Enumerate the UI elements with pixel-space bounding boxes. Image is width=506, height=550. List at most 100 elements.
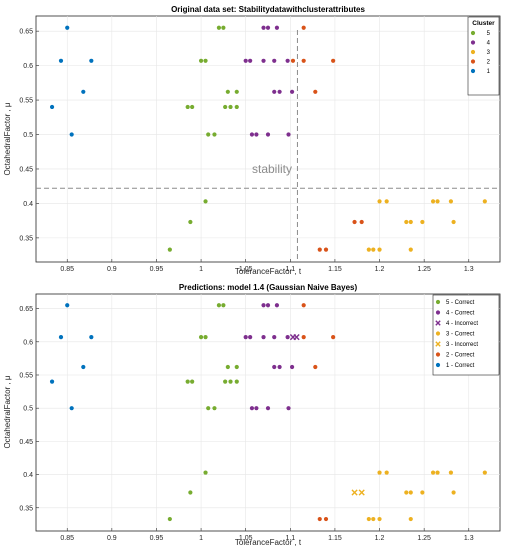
y-axis-label: OctahedralFactor , μ <box>3 375 12 448</box>
data-point <box>185 104 190 110</box>
data-point <box>234 104 239 110</box>
data-point <box>272 364 277 370</box>
data-point <box>377 199 382 204</box>
y-tick-label: 0.5 <box>23 406 33 413</box>
legend-label: 5 - Correct <box>446 300 475 306</box>
data-point <box>203 470 208 475</box>
x-tick-label: 0.85 <box>60 266 74 273</box>
data-point <box>420 490 425 495</box>
data-point <box>272 89 277 94</box>
x-tick-label: 0.9 <box>107 266 117 273</box>
data-point <box>313 364 318 370</box>
data-point <box>289 364 295 370</box>
data-point <box>228 104 233 110</box>
data-point <box>185 379 190 384</box>
data-point <box>286 406 291 411</box>
y-tick-label: 0.45 <box>19 166 33 173</box>
data-point <box>366 247 371 252</box>
data-point <box>408 516 413 522</box>
y-tick-label: 0.45 <box>19 439 33 446</box>
data-point <box>81 89 86 94</box>
legend-marker <box>435 341 441 347</box>
reference-lines <box>36 30 500 262</box>
legend-label: 3 - Incorrect <box>446 342 478 348</box>
data-point <box>435 470 440 475</box>
data-point <box>265 303 271 308</box>
data-point <box>249 406 255 411</box>
data-point <box>248 335 253 340</box>
data-point <box>384 470 389 475</box>
data-point <box>359 219 364 225</box>
x-axis-label: ToleranceFactor , t <box>235 538 302 547</box>
data-point <box>377 516 382 522</box>
x-tick-label: 1.15 <box>328 535 342 542</box>
data-point <box>293 334 300 341</box>
x-tick-label: 1.1 <box>285 535 295 542</box>
data-point <box>49 379 55 384</box>
data-point <box>301 303 306 308</box>
data-point <box>301 58 306 63</box>
data-point <box>248 58 253 63</box>
x-tick-label: 1.05 <box>239 535 253 542</box>
data-point <box>206 406 211 411</box>
data-point <box>254 132 259 137</box>
legend-marker <box>470 49 476 55</box>
data-point <box>366 516 371 522</box>
data-point <box>89 58 94 63</box>
x-tick-label: 1 <box>199 266 203 273</box>
data-point <box>203 335 208 340</box>
data-point <box>89 335 94 340</box>
x-tick-label: 1.3 <box>464 535 474 542</box>
y-tick-label: 0.35 <box>19 505 33 512</box>
data-point <box>482 470 487 475</box>
x-tick-label: 1.25 <box>417 535 431 542</box>
data-points <box>49 25 487 252</box>
data-point <box>58 335 64 340</box>
data-point <box>301 335 306 340</box>
data-point <box>285 58 290 63</box>
y-axis-label: OctahedralFactor , μ <box>3 102 12 175</box>
data-point <box>228 379 233 384</box>
legend-label: 1 <box>487 69 491 75</box>
legend-label: 4 - Incorrect <box>446 321 478 327</box>
data-point <box>317 516 322 522</box>
data-point <box>234 379 239 384</box>
legend-label: 3 - Correct <box>446 332 475 338</box>
data-point <box>188 219 193 225</box>
legend-items: 5 4 3 2 1 <box>470 30 491 75</box>
y-tick-label: 0.6 <box>23 63 33 70</box>
data-point <box>234 364 239 370</box>
data-point <box>234 89 239 94</box>
x-tick-label: 1.1 <box>285 266 295 273</box>
data-point <box>221 303 226 308</box>
data-point <box>216 303 222 308</box>
x-tick-labels: 0.85 0.9 0.95 1 1.05 1.1 1.15 1.2 1.25 1.3 <box>60 535 473 542</box>
data-point <box>203 58 208 63</box>
data-point <box>65 25 70 30</box>
legend-marker <box>435 310 441 315</box>
legend: Cluster 5 4 3 2 1 <box>467 16 500 96</box>
data-point <box>188 490 193 495</box>
data-point <box>190 104 195 110</box>
data-point <box>265 132 271 137</box>
legend: 5 - Correct 4 - Correct 4 - Incorrect 3 - C… <box>432 294 500 376</box>
legend-marker <box>435 352 441 357</box>
axes-box <box>35 15 501 263</box>
data-point <box>277 89 282 94</box>
x-tick-label: 0.85 <box>60 535 74 542</box>
legend-marker <box>470 68 476 74</box>
data-point <box>65 303 70 308</box>
chart-title: Original data set: Stabilitydatawithclus… <box>171 5 365 14</box>
panel-predictions: 0.85 0.9 0.95 1 1.05 1.1 1.15 1.2 1.25 1.3 0.350.… <box>3 283 501 547</box>
data-point <box>254 406 259 411</box>
legend-marker <box>470 40 476 45</box>
data-point <box>198 335 204 340</box>
data-point <box>408 219 413 225</box>
y-tick-label: 0.55 <box>19 372 33 379</box>
data-point <box>265 406 271 411</box>
data-points <box>49 303 487 522</box>
data-point <box>212 406 217 411</box>
legend-label: 2 <box>487 60 491 66</box>
data-point <box>261 303 266 308</box>
data-point <box>274 303 280 308</box>
